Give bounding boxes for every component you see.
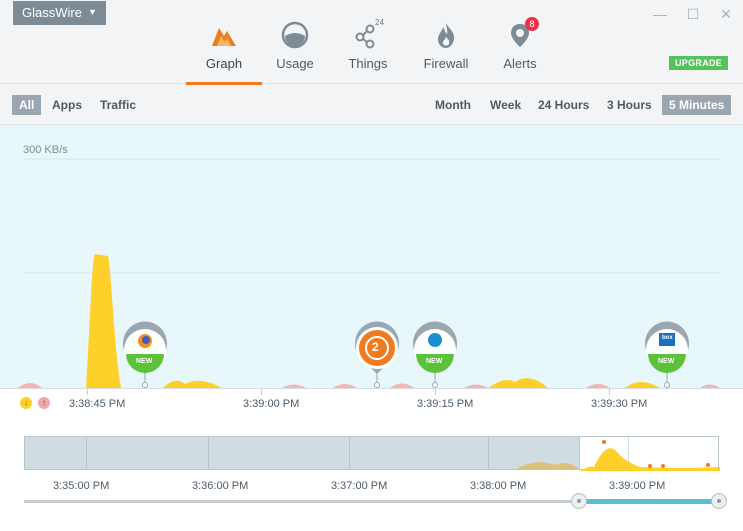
usage-icon xyxy=(280,20,310,50)
new-badge-app-s: NEW xyxy=(426,358,443,365)
time-axis: ↓ ↑ 3:38:45 PM 3:39:00 PM 3:39:15 PM 3:3… xyxy=(0,388,743,416)
tick-mark xyxy=(261,389,262,395)
new-badge-box: NEW xyxy=(658,358,675,365)
tick-mark xyxy=(87,389,88,395)
close-button[interactable]: ✕ xyxy=(720,6,732,22)
firewall-icon xyxy=(431,20,461,50)
tab-usage-label: Usage xyxy=(276,56,314,71)
tab-alerts-label: Alerts xyxy=(503,56,537,71)
filter-all[interactable]: All xyxy=(12,95,42,115)
time-slider-range[interactable] xyxy=(579,499,719,504)
tab-usage[interactable]: Usage xyxy=(259,20,331,84)
top-header: GlassWire ▼ — ☐ ✕ Graph Usage xyxy=(0,0,743,85)
box-logo-label: box xyxy=(662,335,673,341)
overview-traffic-svg xyxy=(516,462,579,469)
marker-app-s xyxy=(413,321,458,388)
alert-count-label: 2 xyxy=(372,340,379,354)
slider-end-handle[interactable] xyxy=(711,493,727,509)
maximize-button[interactable]: ☐ xyxy=(686,6,700,22)
overview-tick-3: 3:37:00 PM xyxy=(331,480,388,492)
time-slider-track[interactable] xyxy=(24,500,719,503)
outgoing-legend-icon[interactable]: ↑ xyxy=(38,397,50,409)
upgrade-button[interactable]: UPGRADE xyxy=(669,56,729,70)
tab-firewall-label: Firewall xyxy=(423,56,469,71)
things-count-badge: 24 xyxy=(375,18,384,27)
incoming-traffic xyxy=(86,254,660,388)
marker-box xyxy=(645,321,690,388)
tick-mark xyxy=(609,389,610,395)
time-tick-3: 3:39:15 PM xyxy=(417,398,474,410)
time-tick-1: 3:38:45 PM xyxy=(69,398,126,410)
time-tick-4: 3:39:30 PM xyxy=(591,398,648,410)
overview-tick-2: 3:36:00 PM xyxy=(192,480,249,492)
tab-things[interactable]: 24 Things xyxy=(332,18,404,84)
things-icon: 24 xyxy=(353,18,384,50)
marker-firefox xyxy=(122,321,167,388)
overview-tick-4: 3:38:00 PM xyxy=(470,480,527,492)
overview-selection-window[interactable] xyxy=(579,436,720,471)
range-5-minutes[interactable]: 5 Minutes xyxy=(662,95,732,115)
overview-tick-1: 3:35:00 PM xyxy=(53,480,110,492)
tick-mark xyxy=(435,389,436,395)
timeline-overview: 3:35:00 PM 3:36:00 PM 3:37:00 PM 3:38:00… xyxy=(0,416,743,531)
alerts-count-badge: 8 xyxy=(525,17,539,31)
range-week[interactable]: Week xyxy=(490,98,522,112)
marker-alert-orange xyxy=(355,321,399,388)
scale-label: 300 KB/s xyxy=(23,144,68,156)
tab-alerts[interactable]: 8 Alerts xyxy=(484,17,556,84)
filter-apps[interactable]: Apps xyxy=(52,98,82,112)
alerts-icon: 8 xyxy=(505,17,539,50)
range-month[interactable]: Month xyxy=(435,98,471,112)
traffic-graph[interactable]: 300 KB/s xyxy=(0,126,743,388)
graph-icon xyxy=(209,20,239,50)
range-24-hours[interactable]: 24 Hours xyxy=(538,98,590,112)
tab-graph[interactable]: Graph xyxy=(186,20,262,85)
chevron-down-icon: ▼ xyxy=(87,7,97,17)
slider-start-handle[interactable] xyxy=(571,493,587,509)
traffic-chart-svg xyxy=(18,158,720,388)
tab-graph-label: Graph xyxy=(205,56,243,71)
app-menu-label: GlassWire xyxy=(22,5,82,20)
app-menu-button[interactable]: GlassWire ▼ xyxy=(13,1,106,25)
incoming-legend-icon[interactable]: ↓ xyxy=(20,397,32,409)
time-tick-2: 3:39:00 PM xyxy=(243,398,300,410)
filter-bar: All Apps Traffic Month Week 24 Hours 3 H… xyxy=(0,85,743,125)
overview-tick-5: 3:39:00 PM xyxy=(609,480,666,492)
new-badge-firefox: NEW xyxy=(136,358,153,365)
filter-traffic[interactable]: Traffic xyxy=(100,98,137,112)
outgoing-traffic xyxy=(18,383,720,388)
range-3-hours[interactable]: 3 Hours xyxy=(607,98,652,112)
minimize-button[interactable]: — xyxy=(653,6,667,22)
tab-firewall[interactable]: Firewall xyxy=(410,20,482,84)
tab-things-label: Things xyxy=(348,56,388,71)
